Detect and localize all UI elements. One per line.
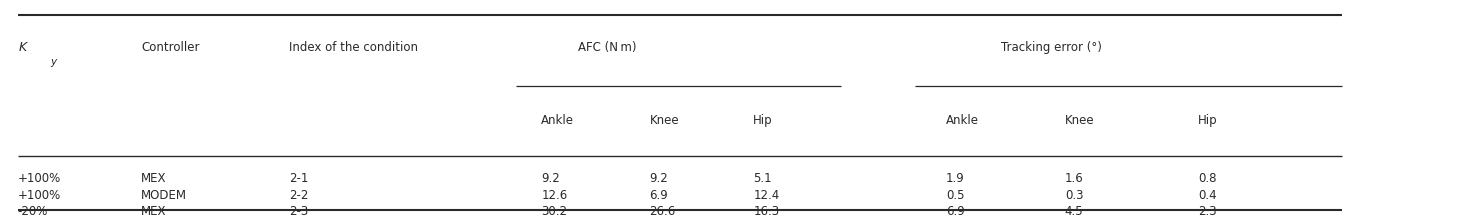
Text: Controller: Controller <box>141 41 199 54</box>
Text: 2-3: 2-3 <box>289 205 308 216</box>
Text: 6.9: 6.9 <box>650 189 669 202</box>
Text: 1.6: 1.6 <box>1065 172 1084 185</box>
Text: 9.2: 9.2 <box>650 172 669 185</box>
Text: 1.9: 1.9 <box>946 172 965 185</box>
Text: 6.9: 6.9 <box>946 205 965 216</box>
Text: -20%: -20% <box>18 205 47 216</box>
Text: 9.2: 9.2 <box>541 172 561 185</box>
Text: 12.4: 12.4 <box>753 189 780 202</box>
Text: MEX: MEX <box>141 172 166 185</box>
Text: Tracking error (°): Tracking error (°) <box>1001 41 1102 54</box>
Text: MEX: MEX <box>141 205 166 216</box>
Text: Index of the condition: Index of the condition <box>289 41 418 54</box>
Text: Ankle: Ankle <box>946 114 979 127</box>
Text: Hip: Hip <box>753 114 773 127</box>
Text: $K$: $K$ <box>18 41 28 54</box>
Text: +100%: +100% <box>18 172 61 185</box>
Text: 4.5: 4.5 <box>1065 205 1084 216</box>
Text: 0.5: 0.5 <box>946 189 964 202</box>
Text: 12.6: 12.6 <box>541 189 568 202</box>
Text: 26.6: 26.6 <box>650 205 676 216</box>
Text: 2.3: 2.3 <box>1198 205 1218 216</box>
Text: 30.2: 30.2 <box>541 205 568 216</box>
Text: Ankle: Ankle <box>541 114 574 127</box>
Text: MODEM: MODEM <box>141 189 187 202</box>
Text: 2-2: 2-2 <box>289 189 308 202</box>
Text: +100%: +100% <box>18 189 61 202</box>
Text: 2-1: 2-1 <box>289 172 308 185</box>
Text: 0.8: 0.8 <box>1198 172 1216 185</box>
Text: 0.3: 0.3 <box>1065 189 1083 202</box>
Text: $y$: $y$ <box>50 57 59 69</box>
Text: Knee: Knee <box>1065 114 1094 127</box>
Text: 5.1: 5.1 <box>753 172 773 185</box>
Text: Knee: Knee <box>650 114 679 127</box>
Text: AFC (N m): AFC (N m) <box>578 41 636 54</box>
Text: 0.4: 0.4 <box>1198 189 1218 202</box>
Text: Hip: Hip <box>1198 114 1218 127</box>
Text: 16.3: 16.3 <box>753 205 780 216</box>
